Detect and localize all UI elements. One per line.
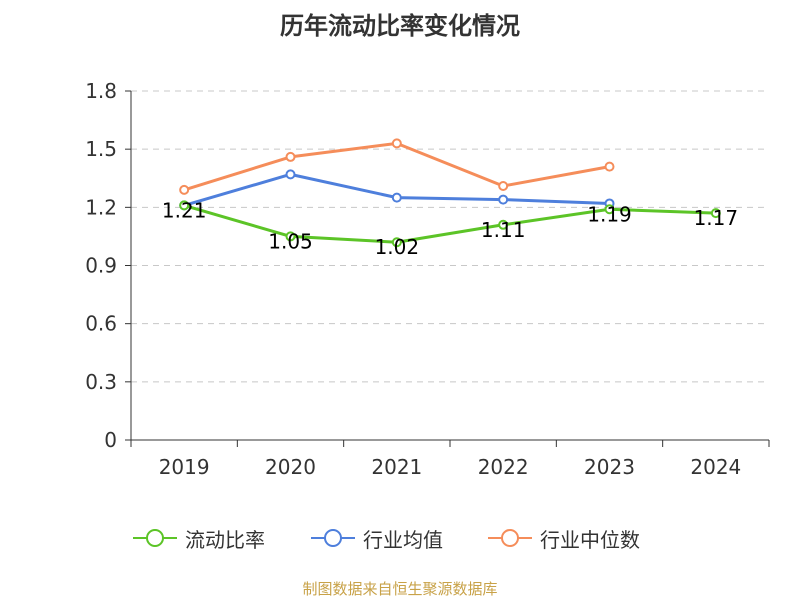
data-point-s0-2022: [498, 219, 509, 230]
chart-title: 历年流动比率变化情况: [280, 12, 520, 40]
series-lines: [183, 141, 716, 244]
legend-swatch-current-ratio-icon: [133, 529, 177, 547]
legend: 流动比率 行业均值 行业中位数: [0, 518, 800, 558]
x-tick-label-2021: 2021: [371, 455, 422, 479]
legend-label-industry-median: 行业中位数: [540, 527, 640, 552]
source-note: 制图数据来自恒生聚源数据库: [302, 580, 498, 598]
y-tick-label-5: 1.5: [85, 137, 117, 161]
y-tick-label-4: 1.2: [85, 195, 117, 219]
data-label-2022: 1.11: [481, 218, 526, 242]
data-point-s1-2021: [391, 192, 402, 203]
grid-lines: [131, 90, 769, 383]
data-point-s2-2023: [604, 161, 615, 172]
data-label-2019: 1.21: [162, 198, 207, 222]
x-tick-label-2023: 2023: [584, 455, 635, 479]
legend-item-industry-mean[interactable]: 行业均值: [311, 518, 443, 558]
x-tick-label-2024: 2024: [690, 455, 741, 479]
legend-swatch-industry-median-icon: [488, 529, 532, 547]
legend-item-industry-median[interactable]: 行业中位数: [488, 518, 640, 558]
data-label-2020: 1.05: [268, 229, 313, 253]
data-point-s0-2024: [710, 208, 721, 219]
series-line-2: [183, 141, 610, 192]
x-tick-label-2019: 2019: [159, 455, 210, 479]
data-point-s0-2021: [391, 237, 402, 248]
data-label-2024: 1.17: [694, 206, 739, 230]
y-tick-label-6: 1.8: [85, 79, 117, 103]
data-point-s2-2020: [285, 151, 296, 162]
y-tick-label-0: 0: [104, 428, 117, 452]
y-tick-label-2: 0.6: [85, 312, 117, 336]
data-label-2023: 1.19: [587, 202, 632, 226]
legend-swatch-industry-mean-icon: [311, 529, 355, 547]
axes: 0 0.3 0.6 0.9 1.2 1.5 1.8 2019 2020 2021 2022 2023 2…: [85, 79, 770, 479]
data-point-s0-2019: [179, 200, 190, 211]
data-point-s1-2020: [285, 169, 296, 180]
legend-item-current-ratio[interactable]: 流动比率: [133, 518, 265, 558]
data-point-s2-2021: [391, 138, 402, 149]
x-tick-label-2020: 2020: [265, 455, 316, 479]
data-point-s0-2020: [285, 231, 296, 242]
x-tick-label-2022: 2022: [478, 455, 529, 479]
data-point-s0-2023: [604, 204, 615, 215]
data-point-s2-2022: [498, 181, 509, 192]
data-label-2021: 1.02: [375, 235, 420, 259]
legend-label-industry-mean: 行业均值: [363, 527, 443, 552]
y-tick-label-1: 0.3: [85, 370, 117, 394]
legend-label-current-ratio: 流动比率: [185, 527, 265, 552]
data-labels: 1.21 1.05 1.02 1.11 1.19 1.17: [162, 198, 738, 259]
series-line-0: [183, 203, 716, 244]
data-point-s2-2019: [179, 184, 190, 195]
data-points: [179, 138, 721, 248]
y-tick-label-3: 0.9: [85, 254, 117, 278]
data-point-s1-2022: [498, 194, 509, 205]
